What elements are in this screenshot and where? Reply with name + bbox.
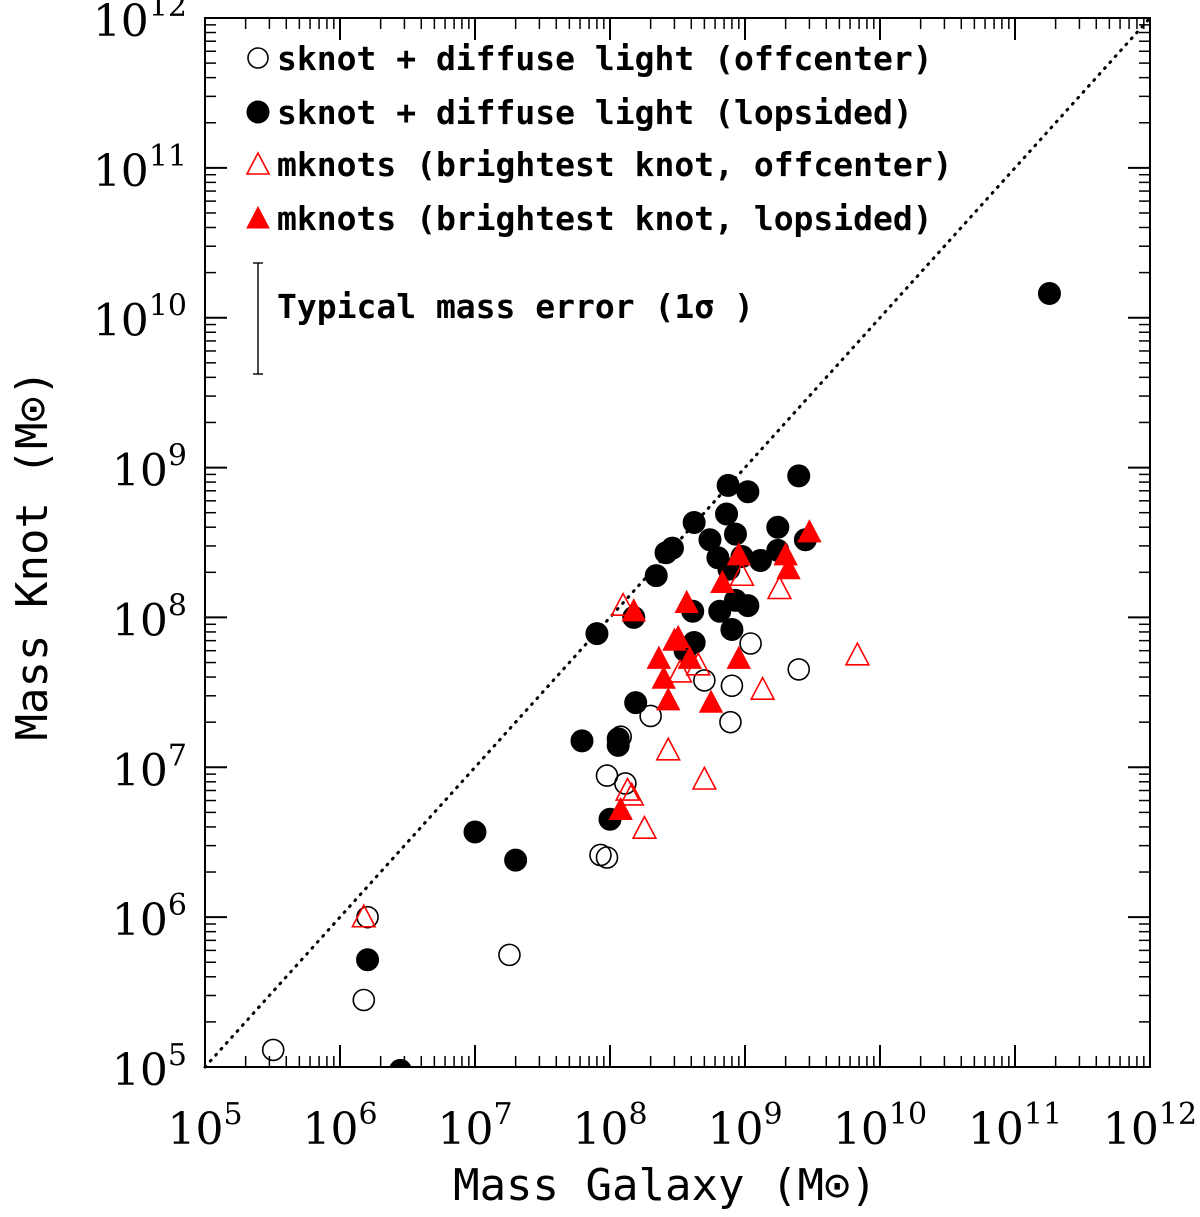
- x-tick-label: 105: [167, 1097, 242, 1155]
- point-open-circle: [356, 905, 379, 929]
- point-open-triangle: [691, 765, 718, 790]
- legend-marker-filled-circle: [246, 100, 270, 124]
- point-filled-circle: [716, 473, 740, 497]
- point-filled-circle: [682, 510, 706, 534]
- point-filled-triangle: [656, 687, 681, 711]
- point-open-circle: [693, 669, 716, 692]
- legend-label-sknot-offcenter: sknot + diffuse light (offcenter): [277, 39, 933, 78]
- point-filled-circle: [787, 464, 811, 488]
- point-filled-circle: [748, 548, 772, 572]
- point-filled-triangle: [651, 665, 676, 689]
- series-circle-filled: [356, 282, 1061, 1067]
- point-filled-circle: [660, 536, 684, 560]
- point-filled-triangle: [646, 645, 672, 669]
- point-open-circle: [719, 710, 742, 734]
- point-open-triangle: [351, 903, 377, 928]
- point-open-triangle: [766, 575, 793, 600]
- point-filled-circle: [356, 948, 380, 972]
- x-axis-label: Mass Galaxy (M⊙): [453, 1160, 877, 1211]
- point-filled-circle: [463, 820, 487, 844]
- point-filled-circle: [1037, 282, 1061, 306]
- point-open-triangle: [614, 776, 641, 801]
- legend-marker-open-triangle: [245, 151, 271, 175]
- y-tick-label: 108: [112, 588, 187, 646]
- legend-entry-lopsided-circle: sknot + diffuse light (lopsided): [246, 93, 913, 132]
- legend-label-sknot-lopsided: sknot + diffuse light (lopsided): [277, 93, 913, 132]
- point-filled-circle: [624, 691, 648, 715]
- point-filled-triangle: [621, 598, 647, 622]
- point-filled-circle: [585, 622, 609, 646]
- point-filled-triangle: [698, 689, 724, 713]
- point-filled-triangle: [608, 796, 633, 820]
- x-tick-label: 1010: [833, 1097, 927, 1155]
- point-open-circle: [352, 988, 376, 1012]
- point-filled-circle: [766, 515, 790, 539]
- point-open-triangle: [729, 561, 755, 587]
- y-tick-label: 1010: [93, 289, 187, 347]
- x-tick-label: 1011: [968, 1097, 1062, 1155]
- legend-label-mknots-lopsided: mknots (brightest knot, lopsided): [277, 199, 933, 238]
- point-open-triangle: [631, 814, 658, 839]
- point-filled-circle: [708, 599, 732, 623]
- y-tick-label: 105: [112, 1038, 187, 1096]
- y-tick-label: 106: [112, 888, 187, 946]
- point-open-triangle: [655, 736, 681, 761]
- y-tick-label: 107: [112, 738, 187, 796]
- legend-label-mknots-offcenter: mknots (brightest knot, offcenter): [277, 145, 953, 184]
- point-filled-triangle: [710, 569, 735, 593]
- x-tick-label: 108: [572, 1097, 647, 1155]
- x-tick-label: 109: [707, 1097, 782, 1155]
- series-triangle-open: [351, 561, 871, 928]
- point-open-circle: [261, 1038, 285, 1062]
- x-tick-label: 106: [302, 1097, 377, 1155]
- point-open-triangle: [619, 781, 645, 806]
- legend-marker-filled-triangle: [246, 205, 270, 229]
- point-filled-triangle: [726, 542, 752, 566]
- point-filled-circle: [570, 729, 594, 753]
- x-tick-label: 1012: [1103, 1097, 1197, 1155]
- point-filled-triangle: [674, 589, 699, 614]
- point-open-triangle: [610, 591, 636, 616]
- point-open-triangle: [844, 641, 871, 666]
- series-circle-open: [261, 632, 811, 1062]
- series-triangle-filled: [608, 519, 822, 820]
- point-filled-circle: [736, 480, 760, 504]
- point-filled-circle: [715, 502, 739, 526]
- point-open-circle: [595, 846, 619, 869]
- point-filled-circle: [644, 564, 668, 588]
- legend-entry-offcenter-circle: sknot + diffuse light (offcenter): [247, 39, 933, 78]
- error-bar-label: Typical mass error (1σ ): [277, 287, 754, 326]
- legend-marker-open-circle: [247, 47, 269, 69]
- point-open-circle: [787, 658, 811, 681]
- plot-frame: [204, 17, 1151, 1068]
- legend-entry-lopsided-triangle: mknots (brightest knot, lopsided): [246, 199, 933, 238]
- point-filled-circle: [723, 522, 747, 546]
- x-tick-label: 107: [437, 1097, 512, 1155]
- legend-entry-offcenter-triangle: mknots (brightest knot, offcenter): [245, 145, 953, 184]
- point-filled-circle: [389, 1058, 412, 1067]
- point-filled-triangle: [776, 556, 801, 580]
- legend-error-bar: Typical mass error (1σ ): [253, 262, 754, 375]
- point-filled-circle: [720, 618, 744, 642]
- point-filled-circle: [504, 848, 528, 872]
- point-open-circle: [498, 943, 521, 967]
- point-open-circle: [739, 632, 762, 655]
- point-filled-triangle: [665, 624, 691, 649]
- y-tick-label: 109: [112, 439, 187, 497]
- point-open-circle: [720, 674, 744, 698]
- point-open-triangle: [749, 675, 776, 700]
- point-filled-triangle: [677, 645, 703, 669]
- point-filled-triangle: [726, 645, 752, 669]
- y-axis-label: Mass Knot (M⊙): [7, 370, 58, 741]
- point-filled-circle: [606, 727, 630, 751]
- point-open-circle: [639, 704, 662, 728]
- y-tick-label: 1011: [93, 139, 187, 197]
- point-filled-circle: [736, 594, 760, 618]
- y-tick-label: 1012: [93, 0, 187, 47]
- point-filled-triangle: [797, 519, 822, 543]
- point-open-triangle: [667, 658, 693, 683]
